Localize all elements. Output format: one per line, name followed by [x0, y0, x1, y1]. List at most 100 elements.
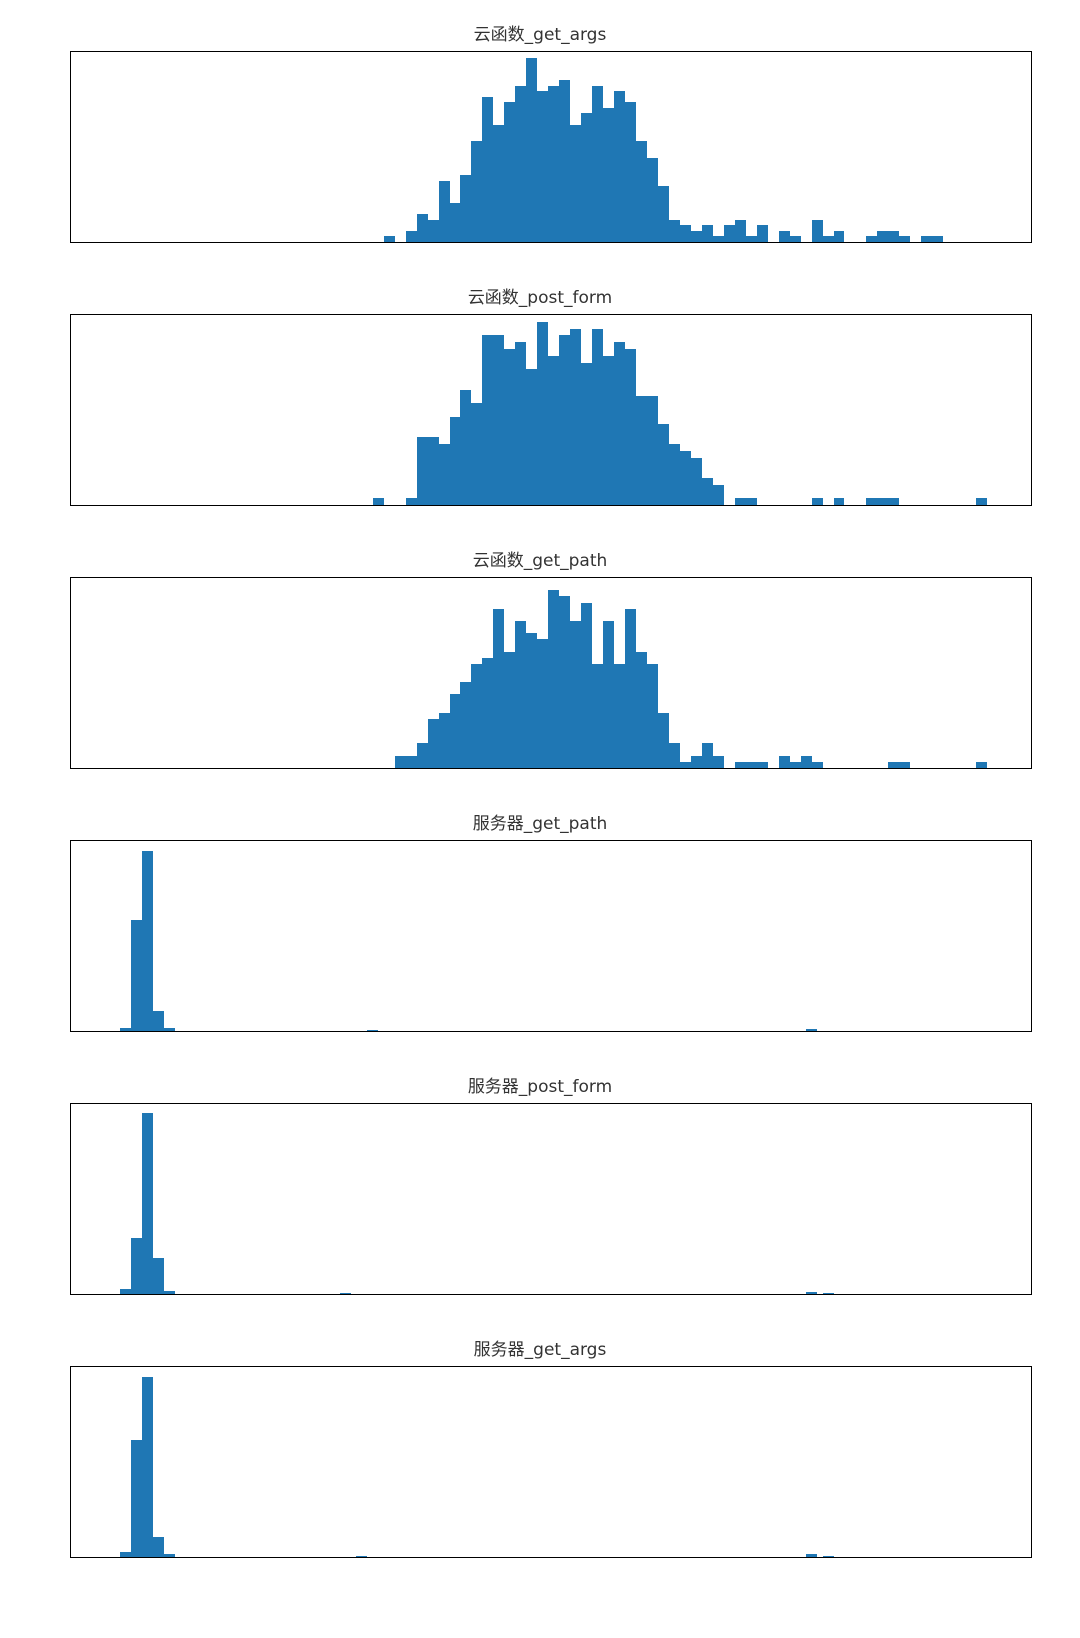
histogram-bar — [439, 181, 450, 242]
plot-area: 0510152025406080100120140160180200 — [70, 314, 1032, 506]
histogram-bar — [515, 621, 526, 768]
subplot-title: 服务器_post_form — [20, 1072, 1060, 1097]
xtick-mark — [888, 505, 889, 506]
xtick-label: 100 — [435, 1557, 464, 1558]
ytick-label: 10 — [70, 177, 71, 195]
subplot-3: 服务器_get_path0501001502002504060801001201… — [20, 809, 1060, 1032]
xtick-mark — [888, 1557, 889, 1558]
histogram-bar — [636, 652, 647, 768]
xtick-mark — [998, 1557, 999, 1558]
ytick-label: 150 — [70, 924, 71, 942]
xtick-label: 100 — [435, 768, 464, 769]
histogram-bar — [417, 437, 428, 505]
histogram-bar — [570, 125, 581, 242]
histogram-bar — [735, 762, 746, 768]
histogram-bar — [680, 225, 691, 242]
histogram-bar — [746, 498, 757, 505]
histogram-bar — [493, 125, 504, 242]
histogram-bar — [559, 596, 570, 768]
histogram-bar — [164, 1291, 175, 1294]
ytick-mark — [70, 1178, 71, 1179]
histogram-bar — [669, 444, 680, 505]
histogram-bar — [460, 175, 471, 242]
xtick-mark — [230, 1031, 231, 1032]
ytick-mark — [70, 932, 71, 933]
subplot-title: 服务器_get_args — [20, 1335, 1060, 1360]
ytick-label: 100 — [70, 956, 71, 974]
histogram-bar — [877, 231, 888, 242]
figure: 云函数_get_args0102030406080100120140160180… — [20, 20, 1060, 1558]
histogram-bar — [636, 396, 647, 505]
xtick-label: 120 — [545, 242, 574, 243]
ytick-mark — [70, 334, 71, 335]
histogram-bar — [647, 158, 658, 242]
histogram-bar — [823, 1556, 834, 1557]
plot-area: 0100200300406080100120140160180200 — [70, 1103, 1032, 1295]
subplot-0: 云函数_get_args0102030406080100120140160180… — [20, 20, 1060, 243]
histogram-bar — [625, 102, 636, 242]
histogram-bar — [801, 756, 812, 768]
xtick-mark — [230, 1557, 231, 1558]
xtick-mark — [120, 1031, 121, 1032]
xtick-mark — [669, 1294, 670, 1295]
histogram-bar — [702, 225, 713, 242]
histogram-bar — [356, 1556, 367, 1557]
histogram-bar — [526, 633, 537, 768]
xtick-label: 160 — [764, 768, 793, 769]
xtick-mark — [669, 505, 670, 506]
xtick-mark — [779, 242, 780, 243]
xtick-mark — [340, 1557, 341, 1558]
histogram-bar — [406, 756, 417, 768]
xtick-label: 40 — [111, 505, 130, 506]
histogram-bar — [460, 682, 471, 768]
xtick-label: 200 — [984, 505, 1013, 506]
histogram-bar — [417, 743, 428, 768]
xtick-label: 40 — [111, 1031, 130, 1032]
histogram-bar — [504, 652, 515, 768]
xtick-mark — [340, 242, 341, 243]
ytick-mark — [70, 402, 71, 403]
xtick-mark — [230, 768, 231, 769]
xtick-label: 160 — [764, 1557, 793, 1558]
xtick-mark — [120, 242, 121, 243]
histogram-bar — [131, 1238, 142, 1294]
histogram-bar — [450, 417, 461, 505]
ytick-mark — [70, 1030, 71, 1031]
xtick-mark — [669, 1557, 670, 1558]
histogram-bar — [570, 621, 581, 768]
histogram-bar — [636, 141, 647, 242]
xtick-label: 60 — [221, 1557, 240, 1558]
xtick-mark — [998, 1294, 999, 1295]
ytick-mark — [70, 644, 71, 645]
histogram-bar — [823, 236, 834, 242]
xtick-mark — [230, 505, 231, 506]
xtick-label: 80 — [330, 768, 349, 769]
ytick-label: 15 — [70, 394, 71, 412]
histogram-bar — [537, 322, 548, 505]
histogram-bar — [131, 920, 142, 1031]
xtick-mark — [779, 1294, 780, 1295]
histogram-bar — [592, 664, 603, 768]
histogram-bar — [439, 713, 450, 768]
xtick-label: 100 — [435, 1031, 464, 1032]
ytick-label: 30 — [70, 65, 71, 83]
xtick-label: 140 — [655, 242, 684, 243]
histogram-bar — [570, 329, 581, 505]
ytick-mark — [70, 73, 71, 74]
plot-area: 050100150200250406080100120140160180200 — [70, 840, 1032, 1032]
histogram-bar — [373, 498, 384, 505]
histogram-bar — [142, 1113, 153, 1294]
subplot-title: 云函数_get_path — [20, 546, 1060, 571]
histogram-bar — [131, 1440, 142, 1557]
ytick-label: 200 — [70, 1415, 71, 1433]
xtick-label: 40 — [111, 1557, 130, 1558]
xtick-label: 40 — [111, 242, 130, 243]
xtick-mark — [340, 768, 341, 769]
xtick-label: 100 — [435, 505, 464, 506]
ytick-label: 50 — [70, 1515, 71, 1533]
histogram-bar — [603, 108, 614, 242]
xtick-mark — [998, 505, 999, 506]
histogram-bar — [142, 851, 153, 1031]
xtick-mark — [450, 242, 451, 243]
histogram-bar — [806, 1029, 817, 1031]
